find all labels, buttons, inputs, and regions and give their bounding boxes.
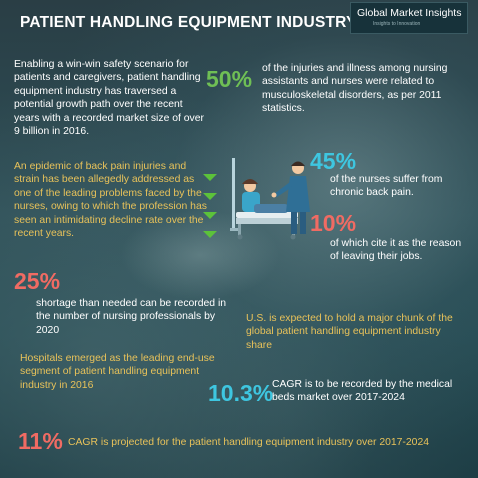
background-light (120, 210, 280, 300)
stat-45-text: of the nurses suffer from chronic back p… (330, 174, 443, 199)
logo-tagline: Insights to Innovation (373, 21, 421, 27)
page-title: PATIENT HANDLING EQUIPMENT INDUSTRY (20, 14, 357, 31)
stat-25-value: 25% (14, 268, 61, 294)
down-arrow-icon (203, 231, 217, 238)
logo-name: Global Market Insights (357, 7, 462, 19)
epidemic-text: An epidemic of back pain injuries and st… (14, 161, 207, 240)
intro-text: Enabling a win-win safety scenario for p… (14, 59, 204, 138)
stat-11-text: CAGR is projected for the patient handli… (68, 437, 430, 448)
down-arrow-icon (203, 193, 217, 200)
stat-10-value: 10% (310, 210, 357, 236)
stat-103-text: CAGR is to be recorded by the medical be… (272, 379, 453, 404)
down-arrow-icon (203, 212, 217, 219)
down-arrow-icon (203, 174, 217, 181)
stat-50-text: of the injuries and illness among nursin… (262, 63, 448, 115)
stat-10-text: of which cite it as the reason of leavin… (330, 238, 462, 263)
stat-50-value: 50% (206, 66, 253, 92)
hospitals-text: Hospitals emerged as the leading end-use… (20, 353, 215, 391)
stat-11-value: 11% (18, 428, 63, 454)
stat-103-value: 10.3% (208, 380, 274, 406)
brand-logo: Global Market Insights Insights to Innov… (350, 2, 468, 34)
patient-bed-illustration (230, 158, 310, 240)
stat-45-value: 45% (310, 148, 357, 174)
stat-25-text: shortage than needed can be recorded in … (36, 298, 227, 336)
us-share-text: U.S. is expected to hold a major chunk o… (246, 313, 453, 351)
